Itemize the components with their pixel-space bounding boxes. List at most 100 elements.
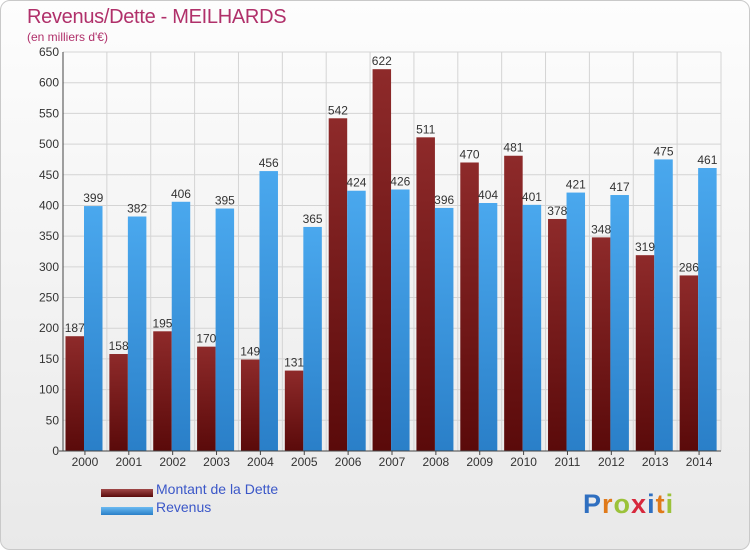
bar-dette	[416, 137, 435, 451]
bar-dette	[635, 255, 655, 451]
bar-dette	[504, 155, 523, 452]
y-tick-label: 300	[39, 260, 59, 274]
bar-dette	[591, 237, 611, 451]
data-label-revenus: 406	[171, 187, 191, 201]
data-label-dette: 348	[591, 222, 611, 236]
data-label-revenus: 365	[303, 212, 323, 226]
data-label-dette: 470	[460, 147, 480, 161]
bar-revenus	[303, 226, 322, 451]
proxiti-logo: Proxiti	[583, 489, 674, 520]
bar-revenus	[259, 171, 278, 451]
bar-dette	[153, 331, 172, 451]
data-label-revenus: 461	[697, 153, 717, 167]
data-label-dette: 542	[328, 103, 348, 117]
x-tick-label: 2003	[203, 455, 230, 469]
data-label-revenus: 417	[610, 180, 630, 194]
data-label-revenus: 404	[478, 188, 498, 202]
y-tick-label: 500	[39, 137, 59, 151]
data-label-revenus: 426	[390, 175, 410, 189]
bar-revenus	[84, 206, 103, 451]
x-tick-label: 2002	[159, 455, 186, 469]
logo-letter: r	[602, 489, 614, 519]
x-tick-label: 2012	[598, 455, 625, 469]
y-tick-label: 250	[39, 291, 59, 305]
data-label-revenus: 399	[83, 191, 103, 205]
y-tick-label: 150	[39, 352, 59, 366]
data-label-dette: 511	[416, 122, 435, 136]
data-label-dette: 378	[547, 204, 567, 218]
logo-letter: x	[631, 489, 648, 519]
legend-swatch-debt	[101, 489, 153, 497]
data-label-revenus: 424	[346, 176, 366, 190]
data-label-dette: 131	[284, 356, 304, 370]
data-label-revenus: 475	[654, 144, 674, 158]
bar-revenus	[171, 201, 191, 451]
legend-label-revenus: Revenus	[156, 499, 212, 515]
bar-revenus	[434, 207, 454, 451]
x-tick-label: 2014	[686, 455, 713, 469]
y-tick-label: 550	[39, 106, 59, 120]
data-label-dette: 149	[240, 345, 260, 359]
y-tick-label: 600	[39, 76, 59, 90]
bar-dette	[109, 354, 128, 451]
bar-revenus	[391, 189, 410, 452]
data-label-revenus: 396	[434, 193, 454, 207]
bar-revenus	[610, 195, 629, 451]
x-tick-label: 2009	[466, 455, 493, 469]
data-label-revenus: 382	[127, 202, 147, 216]
bar-dette	[548, 218, 567, 451]
data-label-dette: 158	[109, 339, 129, 353]
x-tick-label: 2008	[423, 455, 450, 469]
bar-dette	[460, 162, 479, 451]
logo-letter: o	[613, 489, 632, 519]
data-label-dette: 319	[635, 240, 655, 254]
y-tick-label: 350	[39, 229, 59, 243]
bar-dette	[65, 336, 84, 451]
bar-revenus	[127, 216, 147, 451]
bar-dette	[240, 359, 260, 451]
x-tick-label: 2006	[335, 455, 362, 469]
y-tick-label: 650	[39, 45, 59, 59]
y-tick-label: 100	[39, 383, 59, 397]
logo-letter: i	[665, 489, 675, 519]
bar-dette	[284, 370, 304, 451]
data-label-dette: 195	[152, 316, 172, 330]
legend-label-debt: Montant de la Dette	[156, 481, 279, 497]
x-tick-label: 2004	[247, 455, 274, 469]
y-tick-label: 0	[52, 444, 59, 458]
data-label-dette: 170	[196, 332, 216, 346]
bar-dette	[372, 69, 392, 452]
legend-swatch-revenus	[101, 507, 153, 515]
bar-dette	[197, 346, 216, 451]
bar-revenus	[347, 190, 366, 451]
data-label-dette: 481	[503, 141, 523, 155]
logo-letter: t	[655, 489, 666, 519]
bar-revenus	[566, 192, 586, 451]
y-tick-label: 50	[46, 413, 60, 427]
x-tick-label: 2011	[555, 455, 581, 469]
bar-revenus	[522, 204, 542, 451]
x-tick-label: 2001	[115, 455, 142, 469]
x-tick-label: 2013	[642, 455, 669, 469]
data-label-dette: 622	[372, 54, 392, 68]
chart-subtitle: (en milliers d'€)	[27, 30, 108, 44]
bar-revenus	[654, 159, 673, 451]
logo-letter: i	[647, 489, 656, 519]
y-tick-label: 200	[39, 321, 59, 335]
y-tick-label: 400	[39, 198, 59, 212]
bar-revenus	[698, 168, 717, 452]
data-label-revenus: 456	[259, 156, 279, 170]
bar-dette	[679, 275, 699, 451]
logo-letter: P	[583, 489, 603, 519]
bar-revenus	[215, 208, 235, 451]
x-tick-label: 2007	[379, 455, 406, 469]
y-tick-label: 450	[39, 168, 59, 182]
chart-title: Revenus/Dette - MEILHARDS	[27, 6, 287, 28]
bar-revenus	[478, 203, 498, 451]
bar-dette	[328, 118, 348, 452]
x-tick-label: 2000	[72, 455, 99, 469]
data-label-dette: 286	[679, 260, 699, 274]
x-tick-label: 2005	[291, 455, 318, 469]
